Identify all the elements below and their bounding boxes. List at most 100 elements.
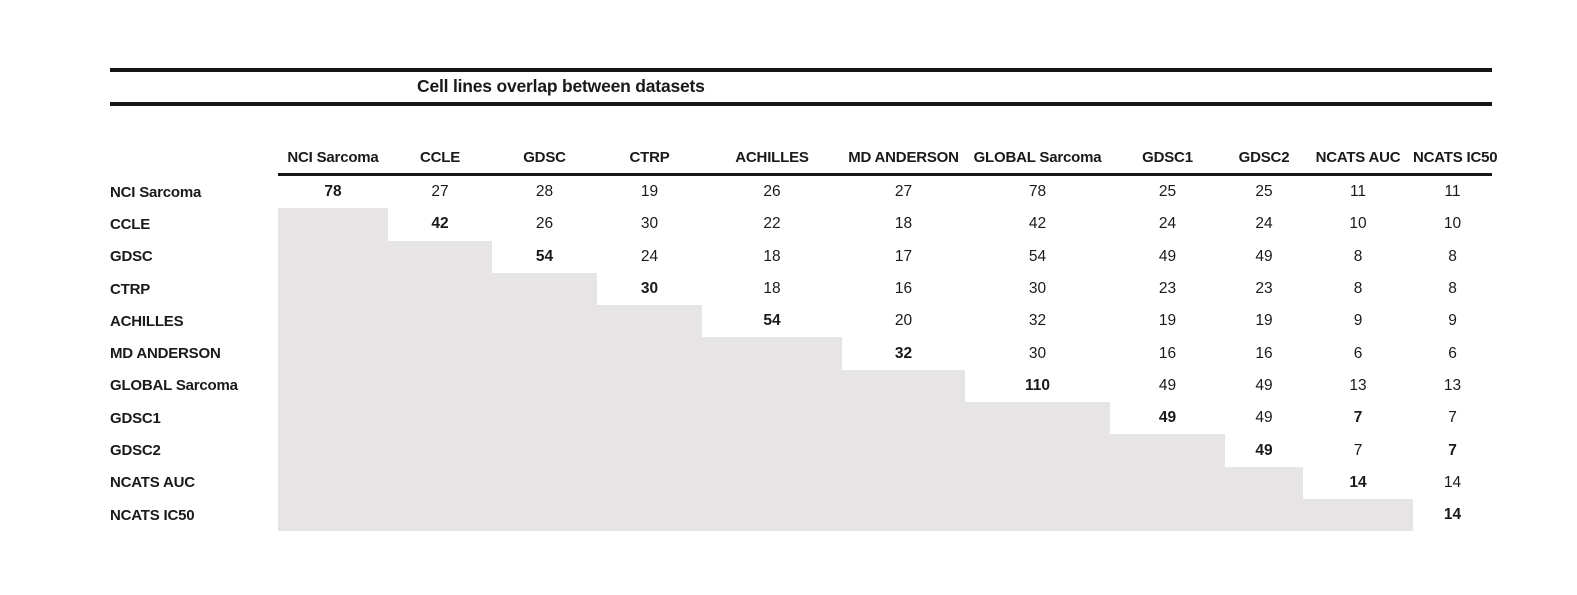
overlap-table: NCI Sarcoma CCLE GDSC CTRP ACHILLES MD A… (110, 135, 1498, 532)
matrix-cell: 9 (1448, 312, 1457, 330)
matrix-cell: 49 (1255, 376, 1273, 394)
matrix-cell: 22 (763, 215, 781, 233)
shaded-cell (597, 305, 702, 338)
shaded-cell (388, 240, 492, 273)
shaded-cell (1110, 434, 1225, 467)
matrix-cell: 26 (763, 183, 781, 201)
matrix-cell: 25 (1158, 183, 1177, 201)
matrix-cell: 49 (1255, 441, 1273, 459)
column-header: GLOBAL Sarcoma (973, 149, 1102, 166)
column-header: MD ANDERSON (848, 149, 959, 166)
table-row: NCATS AUC 14 14 (110, 466, 1492, 499)
shaded-cell (492, 305, 597, 338)
shaded-cell (492, 369, 597, 403)
shaded-cell (842, 498, 965, 532)
matrix-cell: 6 (1448, 344, 1457, 362)
shaded-cell (492, 466, 597, 499)
shaded-cell (388, 369, 492, 403)
shaded-cell (597, 402, 702, 435)
column-header: NCATS IC50 (1413, 149, 1498, 166)
shaded-cell (965, 466, 1110, 499)
shaded-cell (492, 402, 597, 435)
table-row: NCI Sarcoma 78 27 28 19 26 27 78 25 25 11 11 (110, 176, 1492, 208)
matrix-cell: 49 (1158, 376, 1177, 394)
shaded-cell (702, 337, 842, 370)
shaded-cell (842, 369, 965, 403)
row-header: GDSC2 (110, 442, 161, 460)
matrix-cell: 54 (535, 247, 554, 265)
shaded-cell (965, 402, 1110, 435)
shaded-cell (278, 434, 388, 467)
matrix-cell: 42 (431, 215, 449, 233)
table-row: GDSC 54 24 18 17 54 49 49 8 8 (110, 240, 1492, 273)
mid-rule (110, 102, 1492, 106)
shaded-cell (388, 305, 492, 338)
shaded-cell (278, 498, 388, 532)
table-row: GDSC1 49 49 7 7 (110, 402, 1492, 435)
matrix-cell: 78 (1028, 183, 1047, 201)
matrix-cell: 20 (894, 312, 913, 330)
matrix-cell: 19 (1158, 312, 1177, 330)
shaded-cell (278, 337, 388, 370)
column-header-row: NCI Sarcoma CCLE GDSC CTRP ACHILLES MD A… (110, 135, 1498, 173)
matrix-cell: 16 (1158, 344, 1177, 362)
shaded-cell (492, 434, 597, 467)
column-header: CTRP (629, 149, 670, 166)
table-row: MD ANDERSON 32 30 16 16 6 6 (110, 337, 1492, 370)
table-row: GLOBAL Sarcoma 110 49 49 13 13 (110, 369, 1492, 403)
shaded-cell (278, 208, 388, 241)
table-row: NCATS IC50 14 (110, 498, 1492, 532)
shaded-cell (597, 369, 702, 403)
matrix-cell: 7 (1353, 409, 1363, 427)
shaded-cell (597, 434, 702, 467)
column-header: CCLE (419, 149, 461, 166)
matrix-cell: 42 (1028, 215, 1047, 233)
matrix-cell: 32 (1028, 312, 1047, 330)
matrix-cell: 19 (640, 183, 659, 201)
shaded-cell (278, 466, 388, 499)
column-header: GDSC (523, 149, 566, 166)
shaded-cell (492, 272, 597, 306)
matrix-cell: 24 (640, 247, 659, 265)
matrix-cell: 8 (1448, 247, 1457, 265)
shaded-cell (1110, 498, 1225, 532)
matrix-cell: 110 (1024, 376, 1050, 394)
matrix-cell: 49 (1158, 409, 1177, 427)
shaded-cell (492, 498, 597, 532)
column-header: GDSC2 (1238, 149, 1290, 166)
shaded-cell (702, 434, 842, 467)
matrix-cell: 14 (1349, 473, 1367, 491)
row-header: CCLE (110, 215, 151, 233)
matrix-cell: 78 (324, 183, 342, 201)
matrix-cell: 10 (1349, 215, 1367, 233)
matrix-cell: 54 (1028, 247, 1047, 265)
matrix-cell: 26 (535, 215, 554, 233)
matrix-cell: 49 (1255, 409, 1273, 427)
row-header: MD ANDERSON (110, 345, 221, 363)
shaded-cell (1110, 466, 1225, 499)
shaded-cell (597, 466, 702, 499)
matrix-cell: 8 (1448, 280, 1457, 298)
header-underline (278, 173, 1492, 176)
matrix-cell: 10 (1443, 215, 1462, 233)
matrix-cell: 24 (1255, 215, 1273, 233)
table-title: Cell lines overlap between datasets (417, 76, 705, 96)
row-header: NCATS IC50 (110, 506, 195, 524)
matrix-cell: 23 (1255, 280, 1273, 298)
shaded-cell (842, 402, 965, 435)
table-row: CCLE 42 26 30 22 18 42 24 24 10 10 (110, 208, 1492, 241)
matrix-cell: 13 (1443, 376, 1462, 394)
table-row: ACHILLES 54 20 32 19 19 9 9 (110, 305, 1492, 338)
shaded-cell (492, 337, 597, 370)
shaded-cell (842, 434, 965, 467)
matrix-cell: 18 (763, 280, 781, 298)
shaded-cell (702, 402, 842, 435)
shaded-cell (702, 466, 842, 499)
matrix-cell: 18 (894, 215, 913, 233)
shaded-cell (278, 272, 388, 306)
matrix-cell: 14 (1443, 506, 1462, 524)
column-header: GDSC1 (1142, 149, 1193, 166)
row-header: NCI Sarcoma (110, 183, 202, 201)
shaded-cell (702, 369, 842, 403)
